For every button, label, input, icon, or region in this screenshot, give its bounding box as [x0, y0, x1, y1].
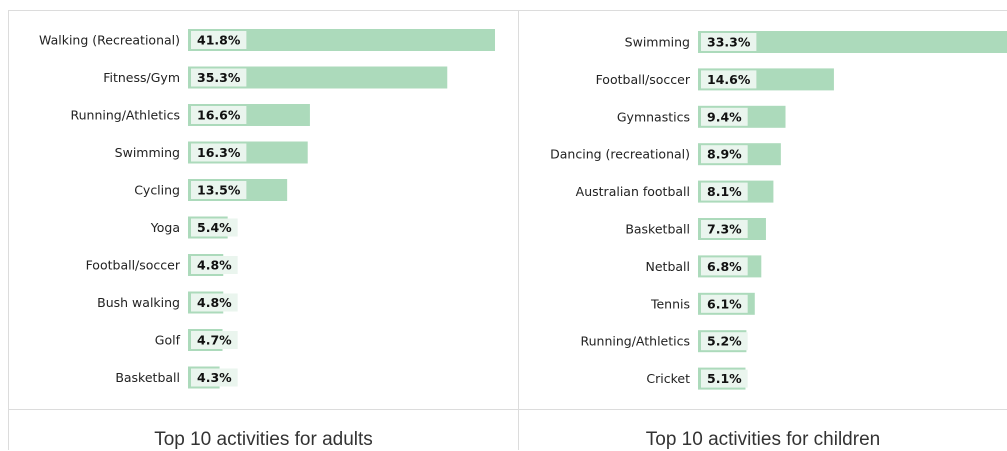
category-label: Walking (Recreational)	[39, 33, 180, 48]
category-label: Cycling	[134, 183, 180, 198]
category-label: Basketball	[625, 222, 690, 237]
value-label: 5.1%	[707, 371, 742, 386]
category-label: Dancing (recreational)	[550, 147, 690, 162]
value-label: 16.3%	[197, 145, 241, 160]
value-label: 4.8%	[197, 295, 232, 310]
category-label: Yoga	[150, 220, 180, 235]
value-label-box	[701, 107, 748, 126]
value-label: 6.1%	[707, 296, 742, 311]
category-label: Running/Athletics	[580, 334, 690, 349]
value-label-box	[191, 68, 247, 87]
value-label: 4.7%	[197, 333, 232, 348]
value-label-box	[701, 257, 748, 276]
value-label: 14.6%	[707, 72, 751, 87]
category-label: Gymnastics	[617, 109, 690, 124]
value-label: 4.3%	[197, 370, 232, 385]
value-label: 7.3%	[707, 222, 742, 237]
category-label: Netball	[646, 259, 690, 274]
value-label-box	[701, 332, 748, 351]
category-label: Running/Athletics	[70, 108, 180, 123]
value-label: 4.8%	[197, 258, 232, 273]
value-label: 8.9%	[707, 147, 742, 162]
value-label: 13.5%	[197, 183, 241, 198]
value-label-box	[191, 218, 238, 237]
value-label: 33.3%	[707, 35, 751, 50]
value-label-box	[191, 368, 238, 387]
value-label: 5.2%	[707, 334, 742, 349]
bar	[188, 29, 495, 51]
value-label-box	[701, 70, 757, 89]
value-label-box	[701, 33, 757, 51]
value-label: 41.8%	[197, 33, 241, 48]
value-label: 8.1%	[707, 184, 742, 199]
category-label: Cricket	[646, 371, 690, 386]
category-label: Basketball	[115, 370, 180, 385]
children-bar-chart: Swimming 33.3% Football/soccer 14.6% Gymnast…	[550, 31, 1007, 390]
value-label-box	[191, 331, 238, 349]
value-label-box	[191, 106, 247, 124]
value-label-box	[191, 31, 247, 49]
category-label: Football/soccer	[86, 258, 181, 273]
caption-divider	[9, 409, 518, 410]
adults-bar-chart: Walking (Recreational) 41.8% Fitness/Gym 35…	[39, 29, 495, 389]
category-label: Swimming	[625, 35, 690, 50]
children-chart-panel: Swimming 33.3% Football/soccer 14.6% Gymnast…	[518, 10, 1007, 450]
value-label-box	[191, 181, 247, 199]
category-label: Swimming	[115, 145, 180, 160]
category-label: Bush walking	[97, 295, 180, 310]
adults-chart-title: Top 10 activities for adults	[154, 429, 373, 450]
value-label: 9.4%	[707, 109, 742, 124]
bar	[698, 31, 1007, 53]
value-label-box	[701, 220, 748, 238]
adults-chart-panel: Walking (Recreational) 41.8% Fitness/Gym 35…	[8, 10, 518, 450]
value-label: 35.3%	[197, 70, 241, 85]
value-label-box	[191, 293, 238, 312]
value-label-box	[191, 256, 238, 274]
value-label-box	[701, 182, 748, 201]
value-label: 16.6%	[197, 108, 241, 123]
value-label-box	[701, 369, 748, 388]
value-label: 6.8%	[707, 259, 742, 274]
category-label: Australian football	[576, 184, 690, 199]
bar	[188, 66, 448, 89]
category-label: Golf	[155, 333, 181, 348]
category-label: Football/soccer	[596, 72, 691, 87]
value-label: 5.4%	[197, 220, 232, 235]
value-label-box	[701, 145, 748, 164]
value-label-box	[191, 143, 247, 162]
value-label-box	[701, 294, 748, 313]
category-label: Tennis	[650, 296, 690, 311]
caption-divider	[519, 409, 1007, 410]
category-label: Fitness/Gym	[103, 70, 180, 85]
children-chart-title: Top 10 activities for children	[645, 429, 881, 450]
